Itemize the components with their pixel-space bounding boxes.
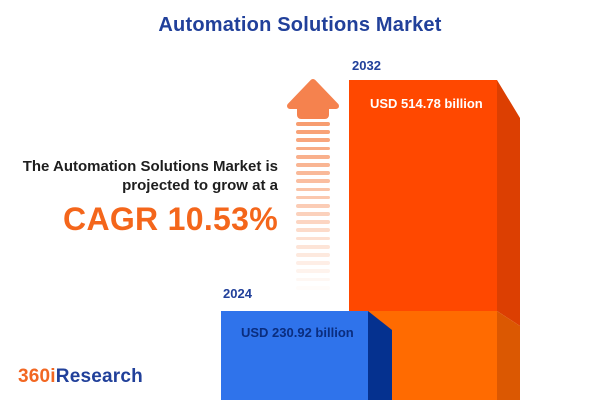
bar-2032-base-side-face bbox=[497, 311, 520, 400]
page-title: Automation Solutions Market bbox=[158, 14, 442, 36]
logo-prefix: 360i bbox=[18, 366, 56, 387]
arrow-fading-stripes bbox=[296, 122, 330, 298]
year-label-2024: 2024 bbox=[223, 286, 252, 301]
bar-2024-side-face bbox=[368, 311, 392, 400]
arrow-stripe bbox=[296, 162, 330, 167]
description-block: The Automation Solutions Market is proje… bbox=[0, 157, 278, 236]
arrow-stripe bbox=[296, 195, 330, 200]
bar-2024-main-face bbox=[221, 311, 368, 400]
value-label-2024: USD 230.92 billion bbox=[241, 325, 354, 340]
description-line-1: The Automation Solutions Market is bbox=[22, 158, 278, 175]
brand-logo: 360iResearch bbox=[18, 366, 143, 388]
arrow-stripe bbox=[296, 220, 330, 225]
description-line-2: projected to grow at a bbox=[122, 177, 278, 194]
growth-arrow-up-icon bbox=[287, 79, 339, 119]
arrow-neck bbox=[297, 102, 329, 119]
arrow-stripe bbox=[296, 171, 330, 175]
arrow-stripe bbox=[296, 130, 330, 134]
arrow-stripe bbox=[296, 269, 330, 274]
cagr-value: CAGR 10.53% bbox=[63, 201, 278, 237]
bar-2032-side-face bbox=[497, 80, 520, 326]
arrow-stripe bbox=[296, 138, 330, 143]
arrow-stripe bbox=[296, 122, 330, 126]
bar-2032-main-face bbox=[349, 80, 497, 311]
arrow-stripe bbox=[296, 277, 330, 282]
arrow-stripe bbox=[296, 261, 330, 265]
arrow-stripe bbox=[296, 179, 330, 184]
arrow-stripe bbox=[296, 228, 330, 233]
arrow-stripe bbox=[296, 187, 330, 192]
logo-suffix: Research bbox=[55, 366, 143, 387]
arrow-stripe bbox=[296, 253, 330, 257]
arrow-stripe bbox=[296, 244, 330, 249]
value-label-2032: USD 514.78 billion bbox=[370, 96, 483, 111]
arrow-stripe bbox=[296, 154, 330, 159]
arrow-stripe bbox=[296, 203, 330, 208]
arrow-stripe bbox=[296, 236, 330, 241]
arrow-stripe bbox=[296, 146, 330, 151]
year-label-2032: 2032 bbox=[352, 58, 381, 73]
arrow-stripe bbox=[296, 212, 330, 216]
arrow-stripe bbox=[296, 286, 330, 290]
